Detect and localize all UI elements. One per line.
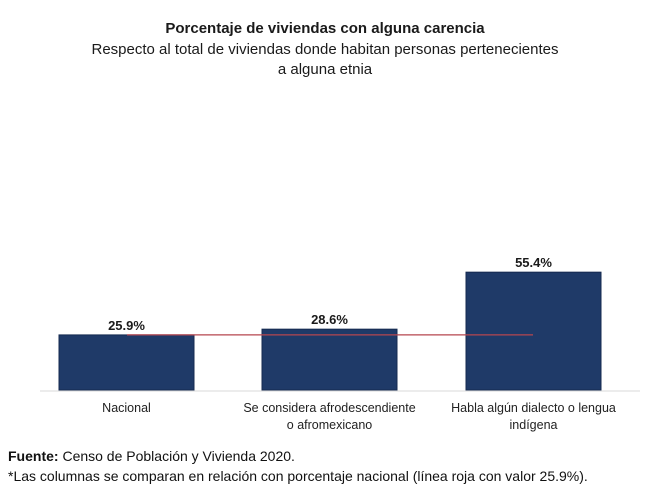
value-label-1: 28.6%	[311, 312, 348, 327]
category-label-line: indígena	[509, 418, 558, 432]
subtitle-line-1: Respecto al total de viviendas donde hab…	[91, 41, 559, 58]
category-label-line: Habla algún dialecto o lengua	[451, 401, 616, 415]
source-line: Fuente: Censo de Población y Vivienda 20…	[8, 446, 588, 466]
category-label-2: Habla algún dialecto o lengua indígena	[439, 400, 629, 434]
bar-0	[58, 334, 195, 391]
source-label: Fuente:	[8, 448, 59, 464]
value-label-0: 25.9%	[108, 318, 145, 333]
source-text: Censo de Población y Vivienda 2020.	[58, 448, 295, 464]
bar-1	[261, 328, 398, 391]
bar-2	[465, 271, 602, 391]
footnote: *Las columnas se comparan en relación co…	[8, 468, 588, 484]
value-label-2: 55.4%	[515, 255, 552, 270]
category-label-1: Se considera afrodescendiente o afromexic…	[235, 400, 425, 434]
bar-chart: 25.9% 28.6% 55.4%	[40, 255, 640, 392]
category-label-line: o afromexicano	[286, 418, 373, 432]
category-label-line: Nacional	[102, 401, 151, 415]
category-label-0: Nacional	[32, 400, 222, 417]
chart-title: Porcentaje de viviendas con alguna caren…	[165, 20, 485, 37]
category-label-line: Se considera afrodescendiente	[243, 401, 416, 415]
chart-subtitle: Respecto al total de viviendas donde hab…	[0, 40, 650, 80]
footer: Fuente: Censo de Población y Vivienda 20…	[8, 446, 588, 486]
subtitle-line-2: a alguna etnia	[277, 61, 373, 78]
